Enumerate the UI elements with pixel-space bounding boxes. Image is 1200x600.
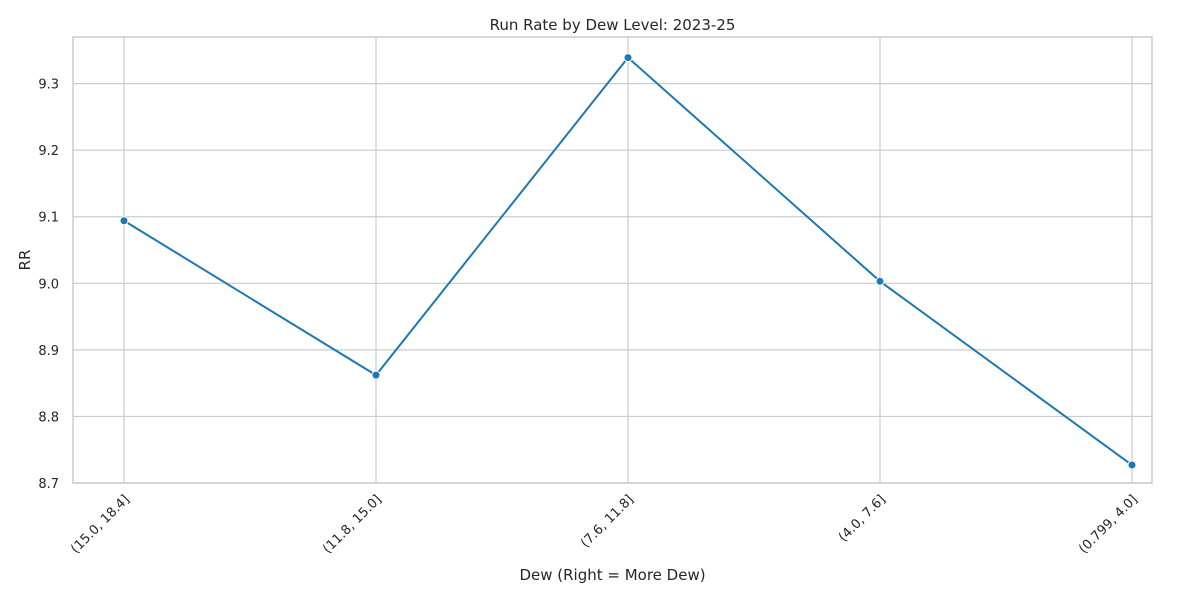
y-tick-label: 9.0: [38, 277, 59, 292]
data-point: [1127, 460, 1137, 470]
x-tick-label: (0.799, 4.0]: [1076, 492, 1141, 557]
data-point: [371, 370, 381, 380]
grid-layer: [73, 37, 1152, 484]
series-layer: [119, 53, 1137, 470]
y-tick-label: 8.8: [38, 410, 59, 425]
x-axis-label: Dew (Right = More Dew): [519, 566, 705, 584]
x-tick-label: (15.0, 18.4]: [68, 492, 133, 557]
y-tick-label: 8.9: [38, 344, 59, 359]
data-point: [119, 216, 129, 226]
plot-frame: [72, 36, 1153, 484]
data-point: [623, 53, 633, 63]
x-tick-label: (7.6, 11.8]: [578, 492, 637, 551]
x-tick-label: (4.0, 7.6]: [836, 492, 889, 545]
y-tick-label: 9.3: [38, 78, 59, 93]
chart-title: Run Rate by Dew Level: 2023-25: [490, 16, 736, 34]
tick-layer: 8.7 8.8 8.9 9.0 9.1 9.2 9.3 (15.0, 18.4] (11.8, …: [38, 78, 1141, 557]
x-tick-label: (11.8, 15.0]: [320, 492, 385, 557]
data-point: [875, 276, 885, 286]
y-axis-label: RR: [16, 250, 34, 271]
y-tick-label: 8.7: [38, 477, 59, 492]
y-tick-label: 9.1: [38, 211, 59, 226]
y-tick-label: 9.2: [38, 144, 59, 159]
